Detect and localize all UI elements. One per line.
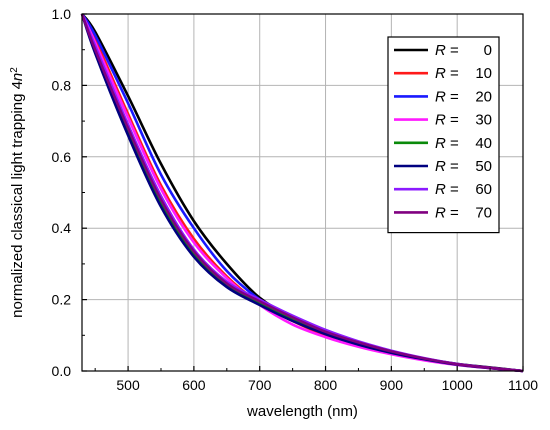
- x-tick-label: 1100: [508, 377, 538, 393]
- legend: R = 0 R = 10 R = 20 R = 30 R = 40 R = 50 R = 6…: [387, 36, 500, 234]
- legend-label: R = 20: [435, 88, 492, 105]
- y-axis-title-var: n: [9, 73, 26, 81]
- x-tick-label: 1000: [442, 377, 473, 393]
- y-tick-label: 0.0: [52, 363, 72, 379]
- series-line-R70: [80, 13, 524, 373]
- y-tick-label: 0.6: [52, 149, 72, 165]
- y-axis-title-main: normalized classical light trapping 4: [9, 81, 26, 318]
- y-tick-label: 0.8: [52, 77, 72, 93]
- y-axis-title-exp: 2: [9, 67, 20, 73]
- x-axis-title: wavelength (nm): [246, 403, 358, 420]
- x-tick-label: 700: [248, 377, 272, 393]
- legend-label: R = 0: [435, 42, 492, 59]
- series-lines: [80, 13, 524, 373]
- legend-label: R = 70: [435, 204, 492, 221]
- y-tick-label: 0.4: [52, 220, 72, 236]
- x-tick-label: 500: [116, 377, 140, 393]
- x-tick-label: 800: [314, 377, 338, 393]
- x-tick-label: 900: [380, 377, 404, 393]
- legend-label: R = 40: [435, 135, 492, 152]
- legend-label: R = 30: [435, 112, 492, 129]
- legend-label: R = 50: [435, 158, 492, 175]
- axis-ticks: 500 600 700 800 900 1000 1100 0.0 0.2 0.4 0.6 0.8 1.…: [52, 6, 539, 393]
- y-tick-label: 0.2: [52, 292, 72, 308]
- y-axis-title: normalized classical light trapping 4n2: [9, 67, 27, 318]
- legend-box: [387, 36, 500, 234]
- y-tick-label: 1.0: [52, 6, 72, 22]
- legend-label: R = 10: [435, 65, 492, 82]
- legend-label: R = 60: [435, 181, 492, 198]
- x-tick-label: 600: [182, 377, 206, 393]
